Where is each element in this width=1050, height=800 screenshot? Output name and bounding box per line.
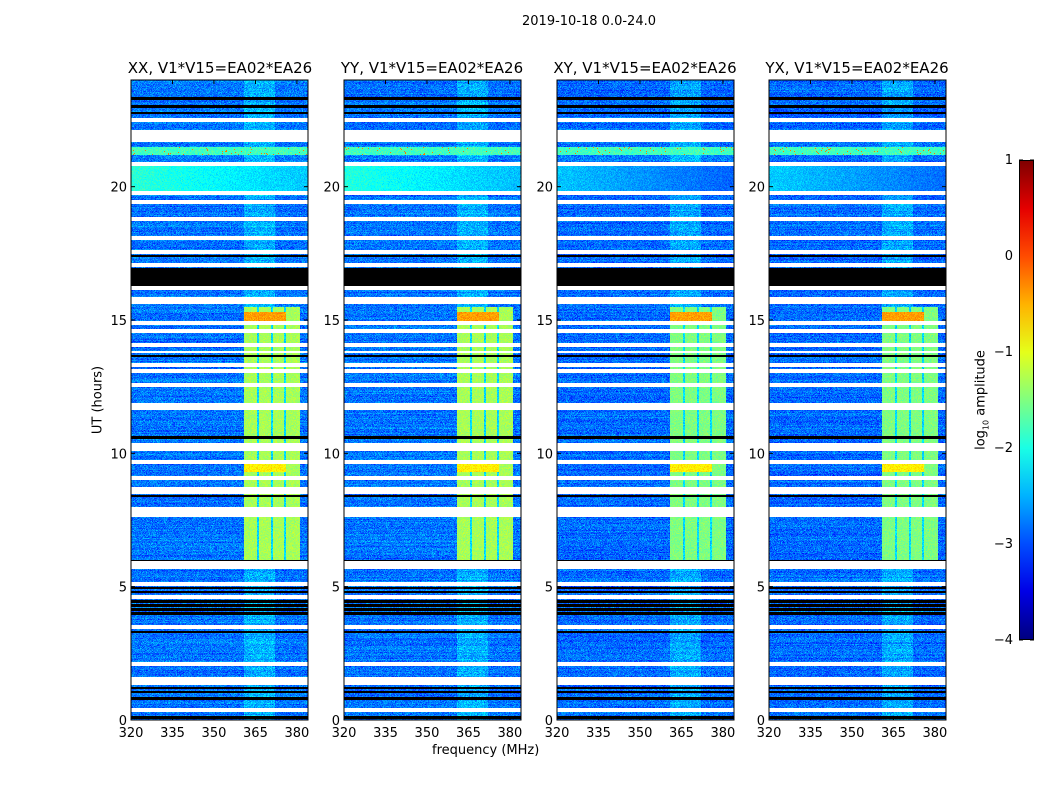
- colorbar-tick-label: 1: [1005, 153, 1013, 168]
- panel-frame: [556, 79, 735, 721]
- x-axis-label: frequency (MHz): [432, 743, 540, 758]
- y-tick-label: 5: [545, 581, 553, 596]
- x-tick-label: 350: [840, 726, 865, 741]
- y-tick-label: 20: [748, 181, 765, 196]
- y-tick-label: 5: [332, 581, 340, 596]
- panel-title-xx: XX, V1*V15=EA02*EA26: [127, 59, 313, 77]
- spectrogram-xx: [131, 80, 308, 720]
- x-tick-label: 335: [586, 726, 611, 741]
- spectrogram-yx: [769, 80, 946, 720]
- x-tick-label: 335: [798, 726, 823, 741]
- x-tick-label: 335: [373, 726, 398, 741]
- y-axis-label: UT (hours): [90, 365, 106, 435]
- panel-title-xy: XY, V1*V15=EA02*EA26: [553, 59, 737, 77]
- y-tick-label: 20: [323, 181, 340, 196]
- y-tick-label: 15: [110, 314, 127, 329]
- y-tick-label: 10: [110, 447, 127, 462]
- x-tick-label: 335: [160, 726, 185, 741]
- x-tick-label: 350: [202, 726, 227, 741]
- x-tick-label: 380: [711, 726, 736, 741]
- y-tick-label: 10: [323, 447, 340, 462]
- x-tick-label: 320: [545, 726, 570, 741]
- y-tick-label: 5: [119, 581, 127, 596]
- figure-title: 2019-10-18 0.0-24.0: [522, 14, 656, 29]
- panel-frame: [343, 79, 522, 721]
- colorbar: [1019, 160, 1034, 640]
- colorbar-tick-label: −3: [994, 537, 1013, 552]
- y-tick-label: 15: [323, 314, 340, 329]
- panel-title-yx: YX, V1*V15=EA02*EA26: [765, 59, 949, 77]
- panel-frame: [768, 79, 947, 721]
- x-tick-label: 380: [923, 726, 948, 741]
- x-tick-label: 320: [332, 726, 357, 741]
- x-tick-label: 350: [628, 726, 653, 741]
- y-tick-label: 20: [536, 181, 553, 196]
- y-tick-label: 0: [119, 714, 127, 729]
- y-tick-label: 0: [332, 714, 340, 729]
- colorbar-tick-label: −4: [994, 633, 1013, 648]
- x-tick-label: 365: [669, 726, 694, 741]
- y-tick-label: 10: [536, 447, 553, 462]
- x-tick-label: 320: [757, 726, 782, 741]
- colorbar-tick-label: −2: [994, 441, 1013, 456]
- x-tick-label: 350: [415, 726, 440, 741]
- y-tick-label: 5: [757, 581, 765, 596]
- colorbar-label: log10 amplitude: [973, 350, 991, 450]
- panel-frame: [130, 79, 309, 721]
- y-tick-label: 15: [536, 314, 553, 329]
- spectrogram-xy: [557, 80, 734, 720]
- x-tick-label: 320: [119, 726, 144, 741]
- y-tick-label: 10: [748, 447, 765, 462]
- y-tick-label: 15: [748, 314, 765, 329]
- colorbar-tick-label: 0: [1005, 249, 1013, 264]
- panel-title-yy: YY, V1*V15=EA02*EA26: [340, 59, 524, 77]
- x-tick-label: 380: [498, 726, 523, 741]
- y-tick-label: 0: [757, 714, 765, 729]
- x-tick-label: 365: [881, 726, 906, 741]
- y-tick-label: 0: [545, 714, 553, 729]
- spectrogram-yy: [344, 80, 521, 720]
- colorbar-tick-label: −1: [994, 345, 1013, 360]
- x-tick-label: 365: [243, 726, 268, 741]
- x-tick-label: 380: [285, 726, 310, 741]
- x-tick-label: 365: [456, 726, 481, 741]
- y-tick-label: 20: [110, 181, 127, 196]
